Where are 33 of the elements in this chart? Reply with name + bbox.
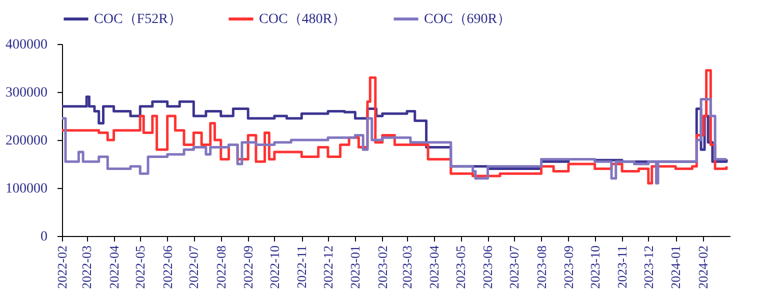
x-tick-label: 2022-10 <box>266 246 282 289</box>
x-tick-label: 2022-06 <box>160 245 175 289</box>
legend-label: COC（480R） <box>259 12 346 27</box>
x-tick-label: 2023-08 <box>534 246 549 289</box>
x-tick-label: 2022-12 <box>320 246 336 289</box>
x-tick-label: 2022-08 <box>213 246 228 289</box>
x-tick-label: 2023-04 <box>426 245 442 289</box>
y-tick-label: 0 <box>40 230 48 244</box>
y-tick-label: 100000 <box>6 182 48 196</box>
x-tick-label: 2024-02 <box>695 246 710 289</box>
x-tick-label: 2022-03 <box>79 246 94 289</box>
x-tick-label: 2022-11 <box>294 246 310 288</box>
x-tick-label: 2022-02 <box>54 246 70 289</box>
x-tick-label: 2023-05 <box>453 246 468 289</box>
x-tick-label: 2023-03 <box>399 246 414 289</box>
x-tick-label: 2024-01 <box>668 246 684 289</box>
x-tick-label: 2023-06 <box>480 245 496 289</box>
x-tick-label: 2022-07 <box>186 245 202 289</box>
x-tick-label: 2023-09 <box>560 246 576 289</box>
legend-label: COC（F52R） <box>94 12 182 27</box>
x-tick-label: 2023-02 <box>374 246 390 289</box>
y-tick-label: 200000 <box>6 134 48 148</box>
legend-label: COC（690R） <box>424 12 512 27</box>
y-tick-label: 300000 <box>6 86 48 100</box>
x-tick-label: 2023-11 <box>614 246 630 288</box>
x-tick-label: 2022-09 <box>240 246 256 289</box>
x-tick-label: 2023-01 <box>348 246 363 289</box>
x-tick-label: 2023-07 <box>506 245 522 289</box>
x-tick-label: 2023-12 <box>640 246 656 289</box>
x-tick-label: 2022-04 <box>106 245 122 289</box>
x-tick-label: 2022-05 <box>132 246 148 289</box>
x-tick-label: 2023-10 <box>587 246 602 289</box>
y-tick-label: 400000 <box>6 38 48 52</box>
